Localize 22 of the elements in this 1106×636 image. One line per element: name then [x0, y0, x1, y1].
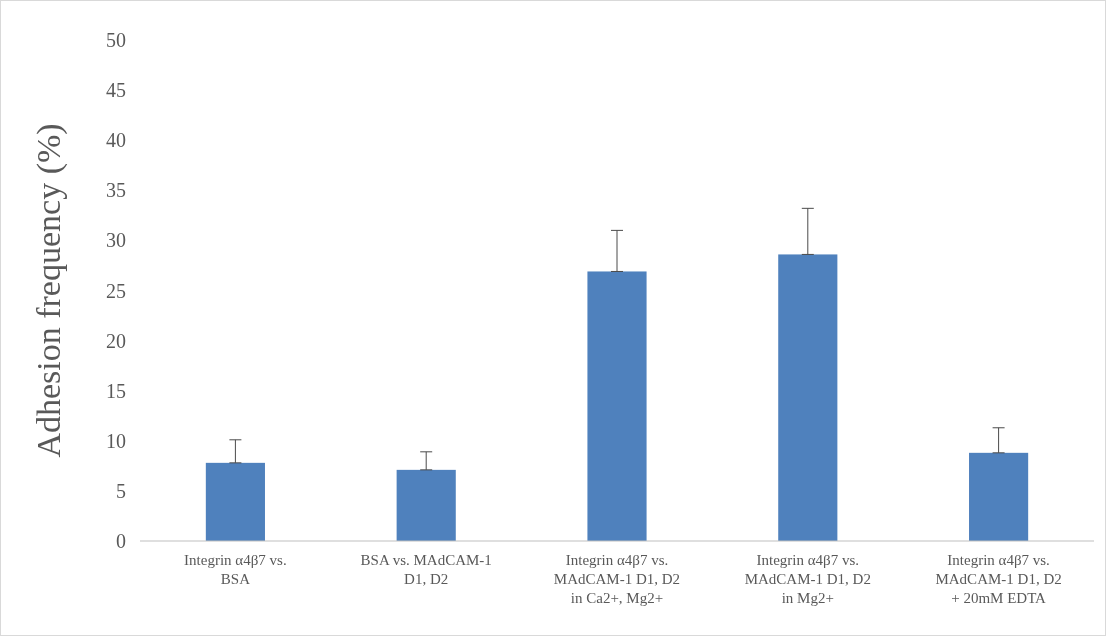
bar — [587, 271, 647, 541]
y-tick-label: 50 — [106, 29, 126, 51]
y-tick-label: 30 — [106, 229, 126, 252]
x-tick-label: Integrin α4β7 vs. MAdCAM-1 D1, D2 + 20mM EDTA — [935, 552, 1062, 606]
bar — [396, 469, 456, 541]
bar — [969, 452, 1029, 541]
y-tick-label: 20 — [106, 329, 126, 352]
x-tick-label: BSA vs. MAdCAM-1 D1, D2 — [360, 552, 492, 587]
x-tick-label: Integrin α4β7 vs. BSA — [184, 552, 287, 587]
y-tick-label: 5 — [116, 479, 126, 502]
y-axis-title: Adhesion frequency (%) — [30, 123, 68, 458]
y-tick-label: 45 — [106, 79, 126, 102]
y-tick-label: 10 — [106, 429, 126, 452]
y-tick-label: 25 — [106, 279, 126, 302]
y-tick-label: 15 — [106, 379, 126, 402]
bar — [778, 254, 838, 541]
y-tick-label: 40 — [106, 129, 126, 152]
y-tick-label: 35 — [106, 179, 126, 202]
y-tick-label: 0 — [116, 530, 126, 552]
bar — [205, 462, 265, 541]
x-tick-label: Integrin α4β7 vs. MAdCAM-1 D1, D2 in Ca2+, Mg2+ — [553, 552, 681, 606]
x-tick-label: Integrin α4β7 vs. MAdCAM-1 D1, D2 in Mg2+ — [744, 552, 871, 606]
